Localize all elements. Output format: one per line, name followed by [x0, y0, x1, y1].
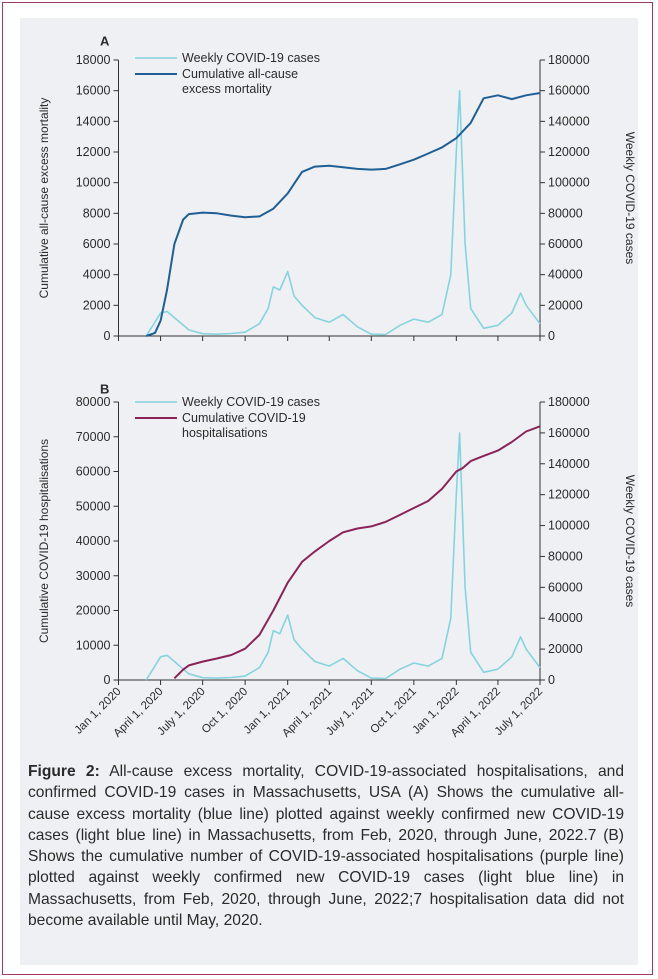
y-tick-label-left: 12000 [76, 145, 111, 159]
y-tick-label-left: 40000 [76, 534, 111, 548]
y-tick-label-right: 80000 [548, 206, 583, 220]
y-tick-label-right: 80000 [548, 549, 583, 563]
y-tick-label-right: 20000 [548, 298, 583, 312]
y-tick-label-right: 0 [548, 329, 555, 343]
chart-panel: A 0 2000 4000 6000 8000 10000 12000 14000 16000 18… [20, 18, 638, 753]
y-tick-label-right: 20000 [548, 642, 583, 656]
chart-panel-b: B 0 10000 20000 30000 40000 50000 60000 70000 800… [37, 382, 637, 740]
legend-label-cumulative-line2: hospitalisations [182, 426, 267, 440]
caption-label: Figure 2: [28, 763, 100, 780]
y-tick-label-right: 180000 [548, 53, 590, 67]
caption-text: All-cause excess mortality, COVID-19-ass… [28, 763, 624, 930]
legend-label-weekly: Weekly COVID-19 cases [182, 395, 320, 409]
y-tick-label-right: 120000 [548, 145, 590, 159]
y-tick-label-right: 60000 [548, 580, 583, 594]
y-tick-label-left: 10000 [76, 176, 111, 190]
y-tick-label-right: 40000 [548, 268, 583, 282]
legend-label-cumulative: Cumulative all-cause [182, 67, 298, 81]
y-tick-label-right: 40000 [548, 611, 583, 625]
y-tick-label-left: 10000 [76, 638, 111, 652]
y-axis-title-left: Cumulative all-cause excess mortality [37, 98, 51, 299]
y-tick-label-right: 0 [548, 673, 555, 687]
series-line-hospitalisations [173, 425, 541, 680]
y-tick-label-left: 14000 [76, 114, 111, 128]
y-tick-label-right: 180000 [548, 395, 590, 409]
y-tick-label-left: 0 [104, 329, 111, 343]
y-tick-label-left: 16000 [76, 84, 111, 98]
y-tick-label-right: 100000 [548, 176, 590, 190]
y-tick-label-left: 60000 [76, 465, 111, 479]
series-line-mortality [145, 92, 541, 337]
y-tick-label-right: 120000 [548, 488, 590, 502]
series-line-weekly-cases [145, 432, 541, 681]
y-tick-label-left: 6000 [83, 237, 111, 251]
y-tick-label-right: 60000 [548, 237, 583, 251]
legend-label-weekly: Weekly COVID-19 cases [182, 51, 320, 65]
chart-svg: A 0 2000 4000 6000 8000 10000 12000 14000 16000 18… [37, 34, 637, 740]
series-line-weekly-cases [145, 89, 541, 337]
y-tick-label-left: 18000 [76, 53, 111, 67]
y-tick-label-left: 50000 [76, 499, 111, 513]
panel-letter: A [100, 34, 110, 49]
y-tick-label-left: 4000 [83, 268, 111, 282]
y-tick-label-left: 0 [104, 673, 111, 687]
y-axis-title-right: Weekly COVID-19 cases [623, 132, 637, 265]
panel-letter: B [100, 382, 109, 397]
y-tick-label-left: 20000 [76, 604, 111, 618]
y-tick-label-right: 100000 [548, 519, 590, 533]
y-tick-label-right: 140000 [548, 114, 590, 128]
chart-panel-a: A 0 2000 4000 6000 8000 10000 12000 14000 16000 18… [37, 34, 637, 343]
caption-box [20, 753, 638, 965]
y-tick-label-left: 70000 [76, 430, 111, 444]
y-tick-label-right: 160000 [548, 84, 590, 98]
y-tick-label-left: 30000 [76, 569, 111, 583]
y-tick-label-right: 160000 [548, 426, 590, 440]
legend-label-cumulative: Cumulative COVID-19 [182, 411, 306, 425]
y-tick-label-left: 2000 [83, 298, 111, 312]
figure-caption: Figure 2: All-cause excess mortality, CO… [28, 761, 624, 931]
y-tick-label-left: 80000 [76, 395, 111, 409]
y-axis-title-left: Cumulative COVID-19 hospitalisations [37, 439, 51, 643]
y-tick-label-right: 140000 [548, 457, 590, 471]
y-axis-title-right: Weekly COVID-19 cases [623, 475, 637, 608]
legend-label-cumulative-line2: excess mortality [182, 82, 272, 96]
y-tick-label-left: 8000 [83, 206, 111, 220]
